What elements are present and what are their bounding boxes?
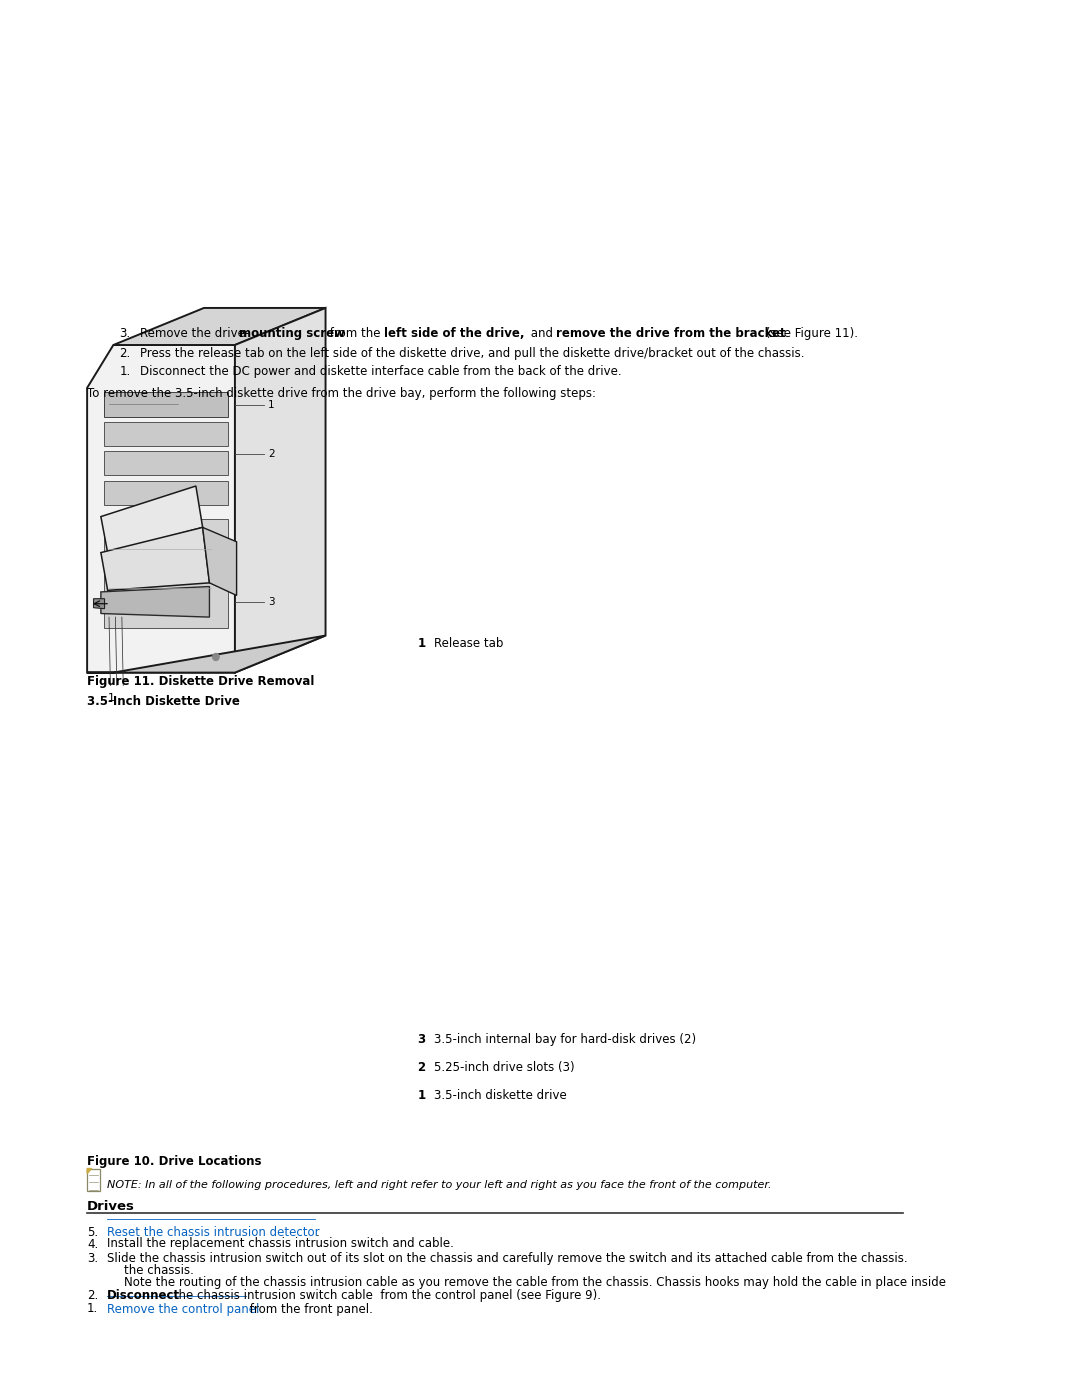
Text: 3.5-inch internal bay for hard-disk drives (2): 3.5-inch internal bay for hard-disk driv…: [434, 1032, 696, 1046]
Text: 3.5-Inch Diskette Drive: 3.5-Inch Diskette Drive: [87, 694, 240, 708]
Text: 1: 1: [417, 1090, 426, 1102]
Text: 1: 1: [108, 693, 116, 703]
Text: Press the release tab on the left side of the diskette drive, and pull the diske: Press the release tab on the left side o…: [140, 346, 805, 360]
Text: Slide the chassis intrusion switch out of its slot on the chassis and carefully : Slide the chassis intrusion switch out o…: [107, 1252, 908, 1266]
Polygon shape: [235, 307, 325, 672]
Polygon shape: [94, 599, 105, 609]
Text: Disconnect: Disconnect: [107, 1289, 180, 1302]
Polygon shape: [203, 528, 237, 595]
Circle shape: [213, 654, 219, 661]
Text: .: .: [315, 1225, 319, 1239]
Text: 1.: 1.: [119, 365, 131, 379]
Text: 2: 2: [417, 1060, 426, 1074]
Text: from the front panel.: from the front panel.: [246, 1302, 373, 1316]
Text: and: and: [527, 327, 557, 339]
Text: the chassis.: the chassis.: [124, 1263, 193, 1277]
Text: Note the routing of the chassis intrusion cable as you remove the cable from the: Note the routing of the chassis intrusio…: [124, 1275, 946, 1289]
Text: 1: 1: [268, 401, 274, 411]
Bar: [104, 481, 228, 504]
Text: To remove the 3.5-inch diskette drive from the drive bay, perform the following : To remove the 3.5-inch diskette drive fr…: [87, 387, 596, 400]
Text: Release tab: Release tab: [434, 637, 503, 650]
Text: 5.25-inch drive slots (3): 5.25-inch drive slots (3): [434, 1060, 575, 1074]
Text: Remove the drive-: Remove the drive-: [140, 327, 249, 339]
Bar: [104, 422, 228, 446]
Text: 2: 2: [268, 450, 274, 460]
Polygon shape: [100, 587, 210, 617]
Polygon shape: [113, 307, 325, 345]
Polygon shape: [87, 636, 325, 672]
Text: 3: 3: [417, 1032, 426, 1046]
Text: Remove the control panel: Remove the control panel: [107, 1302, 259, 1316]
Text: the chassis intrusion switch cable  from the control panel (see Figure 9).: the chassis intrusion switch cable from …: [170, 1289, 600, 1302]
Polygon shape: [87, 345, 235, 672]
Text: 1.: 1.: [87, 1302, 98, 1316]
Text: Drives: Drives: [87, 1200, 135, 1213]
Bar: [104, 451, 228, 475]
Text: 1: 1: [417, 637, 426, 650]
Text: NOTE: In all of the following procedures, left and right refer to your left and : NOTE: In all of the following procedures…: [107, 1179, 772, 1189]
Bar: [87, 1168, 100, 1190]
Text: from the: from the: [326, 327, 384, 339]
Text: Install the replacement chassis intrusion switch and cable.: Install the replacement chassis intrusio…: [107, 1238, 455, 1250]
Bar: [104, 391, 228, 418]
Text: Reset the chassis intrusion detector: Reset the chassis intrusion detector: [107, 1225, 320, 1239]
Bar: [104, 518, 228, 627]
Polygon shape: [100, 486, 203, 553]
Text: 3: 3: [268, 598, 274, 608]
Text: Figure 11. Diskette Drive Removal: Figure 11. Diskette Drive Removal: [87, 675, 314, 687]
Text: remove the drive from the bracket: remove the drive from the bracket: [556, 327, 785, 339]
Polygon shape: [100, 528, 210, 591]
Text: 4.: 4.: [87, 1238, 98, 1250]
Text: 2.: 2.: [119, 346, 131, 360]
Text: 5.: 5.: [87, 1225, 98, 1239]
Text: 2.: 2.: [87, 1289, 98, 1302]
Text: left side of the drive,: left side of the drive,: [383, 327, 524, 339]
Text: 3.: 3.: [119, 327, 131, 339]
Text: Figure 10. Drive Locations: Figure 10. Drive Locations: [87, 1155, 261, 1168]
Text: 3.5-inch diskette drive: 3.5-inch diskette drive: [434, 1090, 567, 1102]
Text: 3.: 3.: [87, 1252, 98, 1266]
Text: mounting screw: mounting screw: [239, 327, 345, 339]
Text: Disconnect the DC power and diskette interface cable from the back of the drive.: Disconnect the DC power and diskette int…: [140, 365, 622, 379]
Text: (see Figure 11).: (see Figure 11).: [761, 327, 858, 339]
Polygon shape: [87, 1168, 92, 1173]
